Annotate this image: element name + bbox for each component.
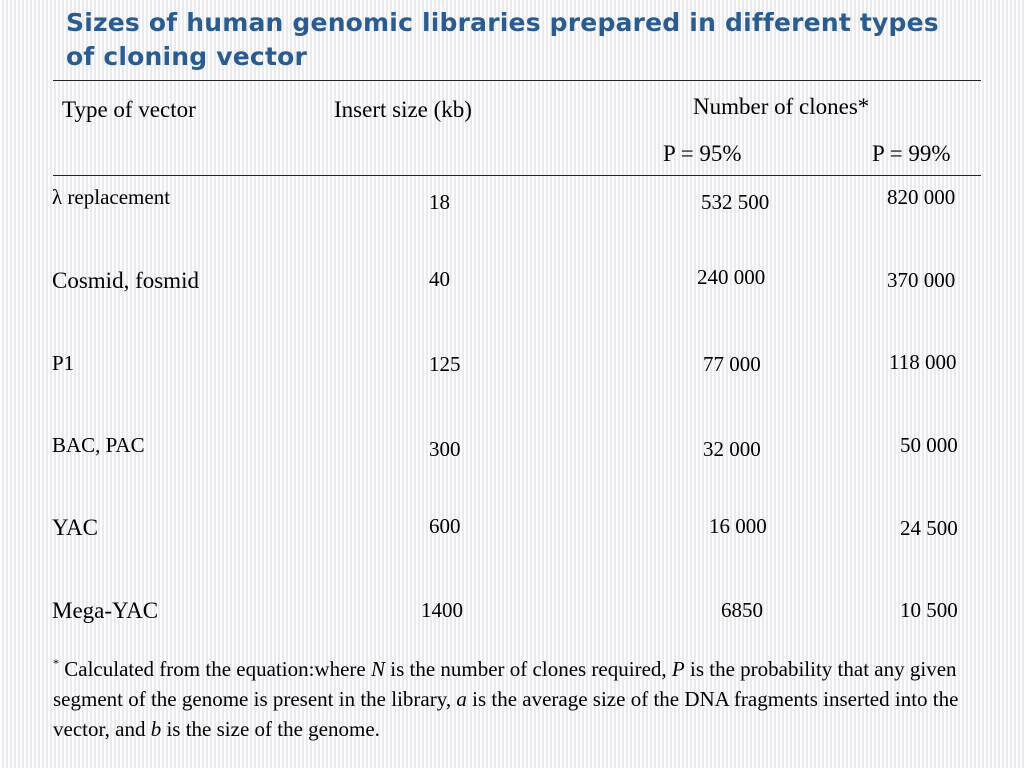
clones-p99-value: 370 000 [887,268,956,292]
clones-p99-value: 118 000 [889,350,957,374]
slide-title: Sizes of human genomic libraries prepare… [66,8,939,71]
header-vector-type: Type of vector [62,97,196,122]
insert-size-value: 18 [429,190,450,214]
vector-name: Mega-YAC [52,598,159,623]
insert-size-value: 600 [429,514,461,538]
header-p99: P = 99% [872,141,951,166]
variable-p: P [671,657,685,681]
variable-n: N [370,657,385,681]
vector-name: BAC, PAC [52,433,145,457]
vector-name: λ replacement [52,185,171,209]
insert-size-value: 1400 [421,598,463,622]
footnote-marker: * [53,656,59,670]
footnote-text: Calculated from the equation:where [59,657,371,681]
header-insert-size: Insert size (kb) [334,97,472,122]
insert-size-value: 300 [429,437,461,461]
clones-p99-value: 820 000 [887,185,956,209]
footnote-text: is the average size of the DNA fragments… [53,687,959,741]
footnote-text: is the size of the genome. [161,717,380,741]
clones-p95-value: 77 000 [703,352,761,376]
clones-p99-value: 24 500 [900,516,958,540]
header-divider [53,175,981,176]
footnote-text: is the probability that any given segmen… [53,657,957,711]
clones-p95-value: 16 000 [709,514,767,538]
footnote-text: is the number of clones required, [384,657,672,681]
variable-a: a [456,687,467,711]
clones-p99-value: 50 000 [900,433,958,457]
table-footnote: * Calculated from the equation:where N i… [53,648,1013,744]
variable-b: b [150,717,162,741]
clones-p95-value: 32 000 [703,437,761,461]
clones-p95-value: 532 500 [701,190,770,214]
clones-p99-value: 10 500 [900,598,958,622]
vector-name: P1 [52,351,75,375]
header-number-of-clones: Number of clones* [693,94,870,119]
header-p95: P = 95% [663,141,742,166]
vector-name: Cosmid, fosmid [52,268,199,293]
insert-size-value: 40 [429,267,450,291]
insert-size-value: 125 [429,352,461,376]
clones-p95-value: 240 000 [697,265,766,289]
clones-p95-value: 6850 [721,598,763,622]
vector-name: YAC [52,515,99,540]
title-divider [53,80,981,81]
